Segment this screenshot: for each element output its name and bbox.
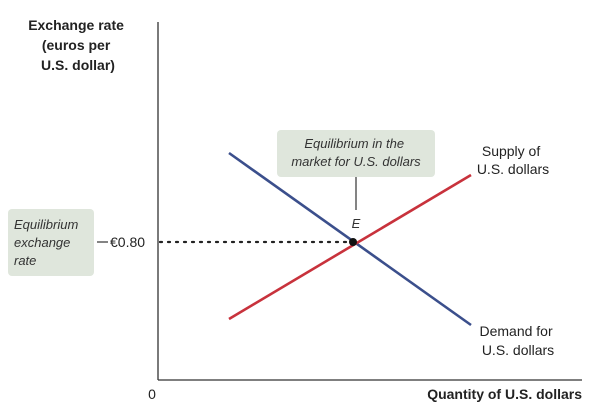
equilibrium-point-label: E xyxy=(352,216,361,231)
equilibrium-point xyxy=(349,238,357,246)
equilibrium-rate-tick: €0.80 xyxy=(110,234,145,250)
equilibrium-rate-callout-box xyxy=(8,209,94,276)
equilibrium-market-callout-box xyxy=(277,130,435,177)
demand-label: Demand for U.S. dollars xyxy=(479,323,556,358)
supply-label: Supply of U.S. dollars xyxy=(477,143,549,177)
x-axis-label: Quantity of U.S. dollars xyxy=(427,386,582,402)
equilibrium-market-callout: Equilibrium in the market for U.S. dolla… xyxy=(291,136,421,169)
origin-label: 0 xyxy=(148,386,156,402)
equilibrium-rate-callout: Equilibrium exchange rate xyxy=(14,217,82,268)
y-axis-label: Exchange rate (euros per U.S. dollar) xyxy=(28,17,128,73)
demand-curve xyxy=(228,151,472,327)
supply-curve xyxy=(228,173,472,321)
